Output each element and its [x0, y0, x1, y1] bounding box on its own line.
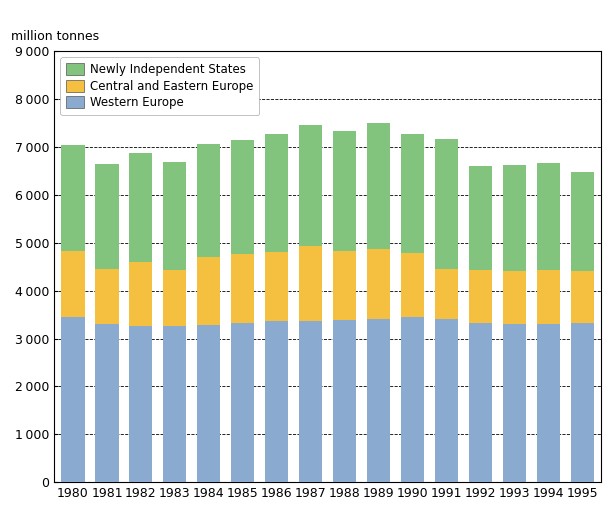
Bar [333, 320, 356, 482]
Bar [537, 270, 560, 324]
Bar [435, 139, 458, 269]
Bar [367, 123, 390, 249]
Bar [571, 271, 594, 323]
Text: million tonnes: million tonnes [10, 30, 99, 43]
Bar [401, 253, 424, 317]
Legend: Newly Independent States, Central and Eastern Europe, Western Europe: Newly Independent States, Central and Ea… [60, 57, 259, 115]
Bar [299, 321, 322, 482]
Bar [571, 323, 594, 482]
Bar [401, 134, 424, 253]
Bar [163, 162, 187, 270]
Bar [129, 262, 153, 325]
Bar [197, 325, 221, 482]
Bar [265, 252, 288, 321]
Bar [435, 319, 458, 482]
Bar [299, 246, 322, 321]
Bar [367, 249, 390, 319]
Bar [299, 125, 322, 246]
Bar [62, 251, 84, 317]
Bar [333, 131, 356, 251]
Bar [129, 325, 153, 482]
Bar [503, 324, 526, 482]
Bar [469, 270, 492, 323]
Bar [503, 271, 526, 324]
Bar [435, 269, 458, 319]
Bar [537, 324, 560, 482]
Bar [367, 319, 390, 482]
Bar [95, 164, 118, 269]
Bar [265, 134, 288, 252]
Bar [197, 144, 221, 257]
Bar [62, 145, 84, 251]
Bar [197, 257, 221, 325]
Bar [537, 163, 560, 270]
Bar [265, 321, 288, 482]
Bar [163, 326, 187, 482]
Bar [129, 153, 153, 262]
Bar [469, 166, 492, 270]
Bar [571, 171, 594, 271]
Bar [95, 269, 118, 324]
Bar [231, 323, 254, 482]
Bar [231, 140, 254, 254]
Bar [401, 317, 424, 482]
Bar [503, 165, 526, 271]
Bar [95, 324, 118, 482]
Bar [163, 270, 187, 326]
Bar [333, 251, 356, 320]
Bar [469, 323, 492, 482]
Bar [231, 254, 254, 323]
Bar [62, 317, 84, 482]
